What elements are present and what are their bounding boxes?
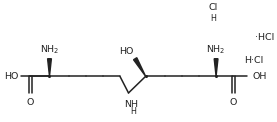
Text: HO: HO xyxy=(119,47,133,56)
Text: O: O xyxy=(27,98,34,107)
Text: HO: HO xyxy=(4,72,18,81)
Text: NH$_2$: NH$_2$ xyxy=(206,43,226,56)
Text: H: H xyxy=(130,107,136,116)
Polygon shape xyxy=(214,59,218,76)
Text: Cl: Cl xyxy=(209,3,218,12)
Polygon shape xyxy=(48,59,52,76)
Text: H: H xyxy=(210,14,216,23)
Text: NH$_2$: NH$_2$ xyxy=(40,43,59,56)
Text: OH: OH xyxy=(252,72,267,81)
Text: NH: NH xyxy=(124,100,138,109)
Polygon shape xyxy=(134,58,146,76)
Text: O: O xyxy=(230,98,237,107)
Text: H·Cl: H·Cl xyxy=(244,56,263,65)
Text: ·HCl: ·HCl xyxy=(255,33,274,42)
